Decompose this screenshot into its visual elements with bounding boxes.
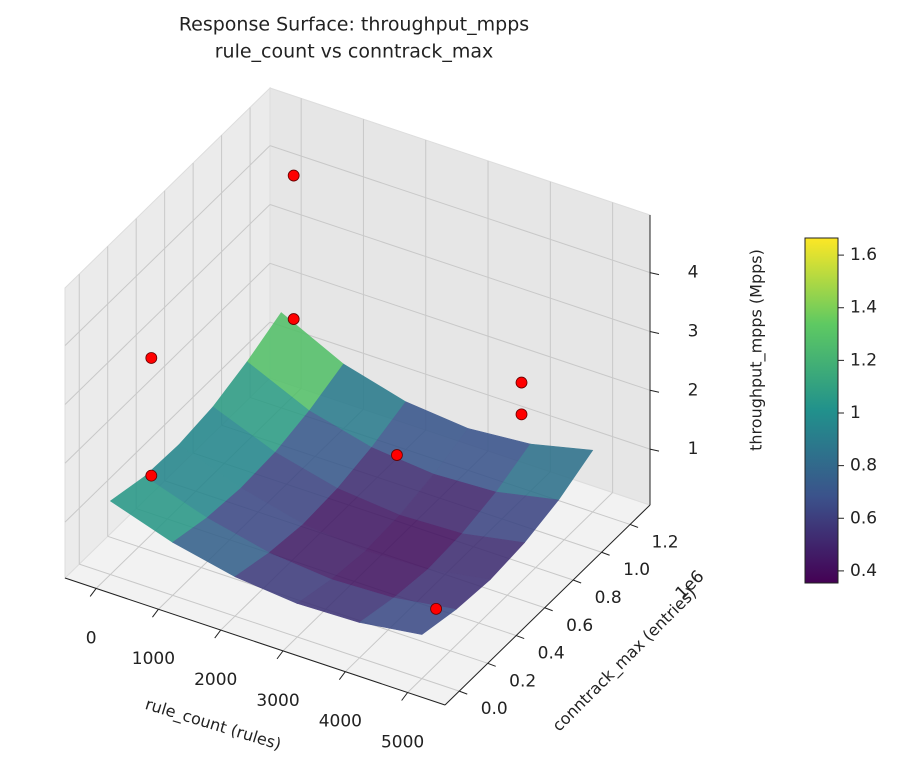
grid-line (64, 145, 271, 347)
data-point (515, 376, 528, 389)
y-tick-label: 1.0 (623, 560, 650, 580)
z-tick-label: 3 (688, 321, 699, 341)
x-tick (89, 588, 97, 597)
x-tick (401, 692, 409, 701)
y-tick-label: 0.0 (481, 699, 508, 719)
axis-line (64, 577, 446, 706)
y-tick-label: 1.2 (652, 532, 679, 552)
data-point (145, 352, 158, 364)
z-axis-label: throughput_mpps (Mpps) (747, 249, 767, 451)
points (145, 169, 528, 615)
grid-line (269, 262, 651, 391)
data-point (287, 313, 300, 325)
y-tick-label: 0.2 (509, 671, 536, 691)
y-tick (487, 662, 496, 667)
colorbar-tick-label: 0.4 (850, 561, 877, 581)
x-tick (214, 629, 222, 639)
y-tick-label: 0.6 (566, 616, 593, 636)
colorbar-tick-label: 0.8 (850, 456, 877, 476)
grid-line (269, 203, 651, 332)
y-tick-label: 0.4 (538, 644, 565, 664)
colorbar-tick-label: 1.2 (850, 350, 877, 370)
grid-line (269, 145, 651, 274)
x-tick (152, 608, 159, 618)
grid-line (64, 204, 271, 405)
chart-subtitle: rule_count vs conntrack_max (215, 41, 494, 63)
data-point (145, 469, 158, 482)
y-tick (516, 635, 525, 640)
x-tick-label: 0 (86, 628, 97, 648)
colorbar-tick-label: 1 (850, 403, 861, 423)
x-tick-label: 5000 (381, 733, 424, 753)
x-tick-label: 1000 (132, 649, 175, 669)
x-tick-label: 2000 (194, 670, 237, 690)
y-tick (572, 579, 582, 584)
y-tick (544, 607, 553, 612)
colorbar (804, 237, 839, 584)
surface (109, 312, 594, 635)
x-tick-label: 3000 (256, 691, 299, 711)
grid-line (64, 262, 271, 464)
x-tick-label: 4000 (319, 712, 362, 732)
y-tick (629, 523, 639, 528)
z-tick (649, 389, 660, 393)
data-point (515, 408, 528, 421)
z-tick-label: 2 (688, 380, 699, 400)
z-tick (649, 330, 660, 334)
grid-line (64, 321, 271, 523)
z-tick (649, 448, 660, 452)
colorbar-tick-label: 1.4 (850, 298, 877, 318)
z-tick-label: 4 (688, 263, 699, 283)
z-tick (649, 272, 660, 276)
data-point (287, 169, 300, 182)
y-axis-label: conntrack_max (entries) (548, 583, 700, 735)
data-point (391, 449, 403, 461)
grid-line (79, 563, 460, 692)
y-tick-label: 0.8 (595, 588, 622, 608)
x-tick (276, 650, 284, 660)
grid-line (269, 321, 651, 450)
y-tick (601, 551, 610, 556)
colorbar-tick-label: 0.6 (850, 508, 877, 528)
x-tick (338, 671, 346, 680)
colorbar-tick-label: 1.6 (850, 245, 877, 265)
z-tick-label: 1 (688, 439, 699, 459)
data-point (430, 602, 442, 615)
y-tick (459, 690, 468, 695)
grid-line (407, 492, 613, 693)
chart-title: Response Surface: throughput_mpps (179, 14, 529, 36)
axis-line (444, 504, 651, 706)
